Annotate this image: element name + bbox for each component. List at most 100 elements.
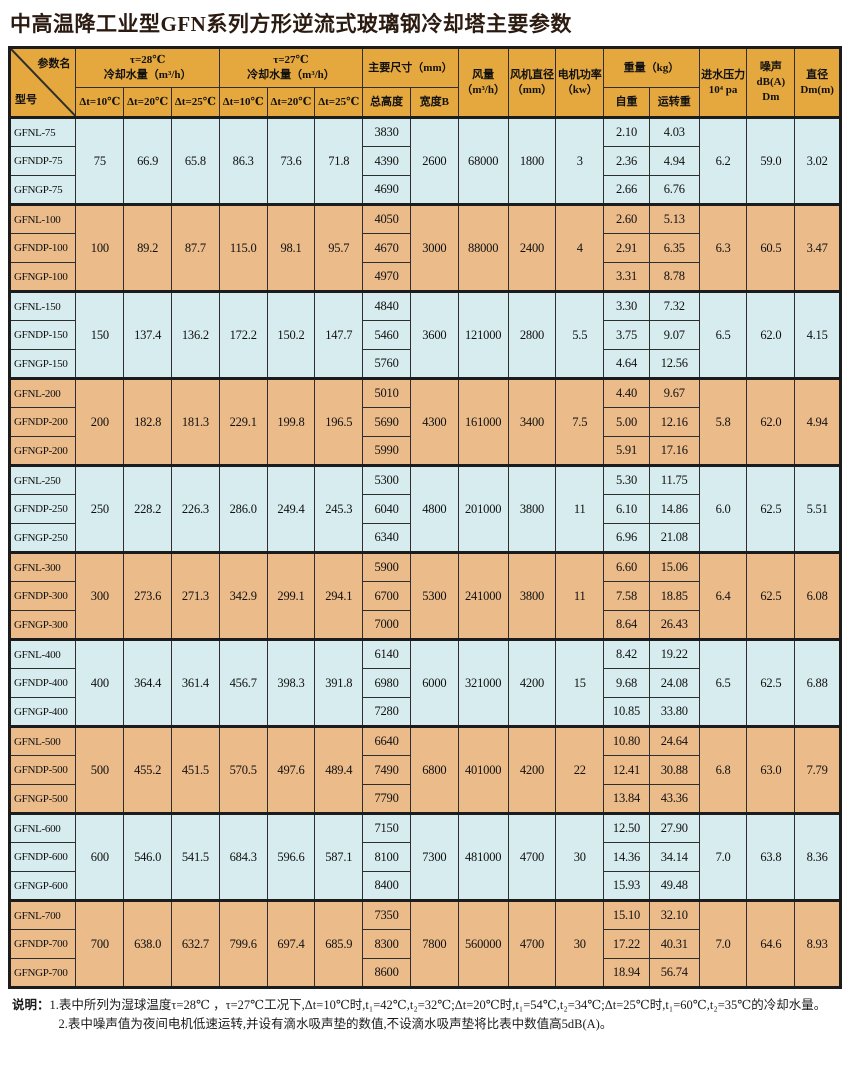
model-cell: GFNDP-250 <box>8 494 77 524</box>
run-weight-cell: 56.74 <box>648 958 700 988</box>
water-pressure-cell: 6.4 <box>698 551 748 640</box>
diameter-cell: 5.51 <box>794 464 841 553</box>
flow27-dt10-cell: 684.3 <box>218 812 268 901</box>
header-water-pressure: 进水压力 10⁴ pa <box>698 47 748 118</box>
fan-diameter-cell: 4200 <box>507 725 557 814</box>
flow28-dt25-cell: 181.3 <box>171 377 220 466</box>
run-weight-cell: 27.90 <box>648 812 700 843</box>
flow27-dt10-cell: 86.3 <box>218 116 268 205</box>
model-cell: GFNDP-500 <box>8 755 77 785</box>
model-cell: GFNDP-600 <box>8 842 77 872</box>
flow27-dt10-cell: 342.9 <box>218 551 268 640</box>
flow28-dt20-cell: 455.2 <box>123 725 173 814</box>
table-row: GFNGP-150 5760 4.64 12.56 <box>8 349 841 379</box>
table-row: GFNL-150 150 137.4 136.2 172.2 150.2 147.7 4840… <box>8 290 841 379</box>
motor-power-cell: 3 <box>555 116 605 205</box>
flow28-dt10-cell: 400 <box>75 638 125 727</box>
width-b-cell: 5300 <box>409 551 459 640</box>
header-diameter: 直径 Dm(m) <box>794 47 841 118</box>
run-weight-cell: 32.10 <box>648 899 700 930</box>
header-dt10-t27: Δt=10℃ <box>218 87 268 118</box>
self-weight-cell: 6.10 <box>603 494 650 524</box>
water-pressure-cell: 6.5 <box>698 290 748 379</box>
run-weight-cell: 12.16 <box>648 407 700 437</box>
table-row: GFNGP-500 7790 13.84 43.36 <box>8 784 841 814</box>
air-flow-cell: 241000 <box>457 551 509 640</box>
flow28-dt25-cell: 632.7 <box>171 899 220 988</box>
flow28-dt20-cell: 182.8 <box>123 377 173 466</box>
table-header: 参数名 型号 τ=28℃ 冷却水量（m³/h） τ=27℃ 冷却水量（m³/h）… <box>8 47 841 118</box>
flow27-dt25-cell: 71.8 <box>314 116 364 205</box>
water-pressure-cell: 6.3 <box>698 203 748 292</box>
model-cell: GFNGP-75 <box>8 175 77 205</box>
run-weight-cell: 30.88 <box>648 755 700 785</box>
flow27-dt20-cell: 150.2 <box>266 290 316 379</box>
diameter-cell: 3.47 <box>794 203 841 292</box>
flow28-dt20-cell: 273.6 <box>123 551 173 640</box>
motor-power-cell: 7.5 <box>555 377 605 466</box>
total-height-cell: 4390 <box>362 146 411 176</box>
parameters-table: 参数名 型号 τ=28℃ 冷却水量（m³/h） τ=27℃ 冷却水量（m³/h）… <box>8 46 842 989</box>
total-height-cell: 6640 <box>362 725 411 756</box>
table-row: GFNDP-500 7490 12.41 30.88 <box>8 755 841 785</box>
total-height-cell: 5990 <box>362 436 411 466</box>
fan-diameter-cell: 3800 <box>507 551 557 640</box>
width-b-cell: 6800 <box>409 725 459 814</box>
flow28-dt10-cell: 500 <box>75 725 125 814</box>
water-pressure-cell: 7.0 <box>698 812 748 901</box>
total-height-cell: 5900 <box>362 551 411 582</box>
noise-cell: 60.5 <box>746 203 796 292</box>
header-noise: 噪声 dB(A) Dm <box>746 47 796 118</box>
self-weight-cell: 3.75 <box>603 320 650 350</box>
self-weight-cell: 5.30 <box>603 464 650 495</box>
motor-power-cell: 11 <box>555 551 605 640</box>
model-cell: GFNGP-200 <box>8 436 77 466</box>
water-pressure-cell: 6.0 <box>698 464 748 553</box>
flow27-dt25-cell: 196.5 <box>314 377 364 466</box>
motor-power-cell: 30 <box>555 812 605 901</box>
total-height-cell: 5460 <box>362 320 411 350</box>
total-height-cell: 6340 <box>362 523 411 553</box>
model-cell: GFNL-200 <box>8 377 77 408</box>
run-weight-cell: 15.06 <box>648 551 700 582</box>
self-weight-cell: 2.60 <box>603 203 650 234</box>
run-weight-cell: 4.94 <box>648 146 700 176</box>
model-cell: GFNL-150 <box>8 290 77 321</box>
fan-diameter-cell: 4700 <box>507 812 557 901</box>
header-corner-model: 型号 <box>15 94 37 107</box>
total-height-cell: 8100 <box>362 842 411 872</box>
width-b-cell: 4800 <box>409 464 459 553</box>
self-weight-cell: 12.50 <box>603 812 650 843</box>
noise-cell: 59.0 <box>746 116 796 205</box>
header-air-flow: 风量 （m³/h） <box>457 47 509 118</box>
self-weight-cell: 2.10 <box>603 116 650 147</box>
flow27-dt25-cell: 294.1 <box>314 551 364 640</box>
self-weight-cell: 4.40 <box>603 377 650 408</box>
flow27-dt25-cell: 147.7 <box>314 290 364 379</box>
run-weight-cell: 18.85 <box>648 581 700 611</box>
self-weight-cell: 17.22 <box>603 929 650 959</box>
flow28-dt25-cell: 87.7 <box>171 203 220 292</box>
header-width-b: 宽度B <box>409 87 459 118</box>
width-b-cell: 3000 <box>409 203 459 292</box>
header-motor-power: 电机功率 （kw） <box>555 47 605 118</box>
fan-diameter-cell: 2800 <box>507 290 557 379</box>
self-weight-cell: 12.41 <box>603 755 650 785</box>
motor-power-cell: 4 <box>555 203 605 292</box>
run-weight-cell: 40.31 <box>648 929 700 959</box>
noise-cell: 62.5 <box>746 551 796 640</box>
run-weight-cell: 9.07 <box>648 320 700 350</box>
total-height-cell: 8600 <box>362 958 411 988</box>
table-row: GFNGP-100 4970 3.31 8.78 <box>8 262 841 292</box>
run-weight-cell: 17.16 <box>648 436 700 466</box>
width-b-cell: 4300 <box>409 377 459 466</box>
flow27-dt10-cell: 570.5 <box>218 725 268 814</box>
flow27-dt20-cell: 199.8 <box>266 377 316 466</box>
header-dt20-t28: Δt=20℃ <box>123 87 173 118</box>
diagonal-line <box>11 49 75 116</box>
self-weight-cell: 3.30 <box>603 290 650 321</box>
run-weight-cell: 4.03 <box>648 116 700 147</box>
total-height-cell: 8300 <box>362 929 411 959</box>
model-cell: GFNL-300 <box>8 551 77 582</box>
run-weight-cell: 26.43 <box>648 610 700 640</box>
